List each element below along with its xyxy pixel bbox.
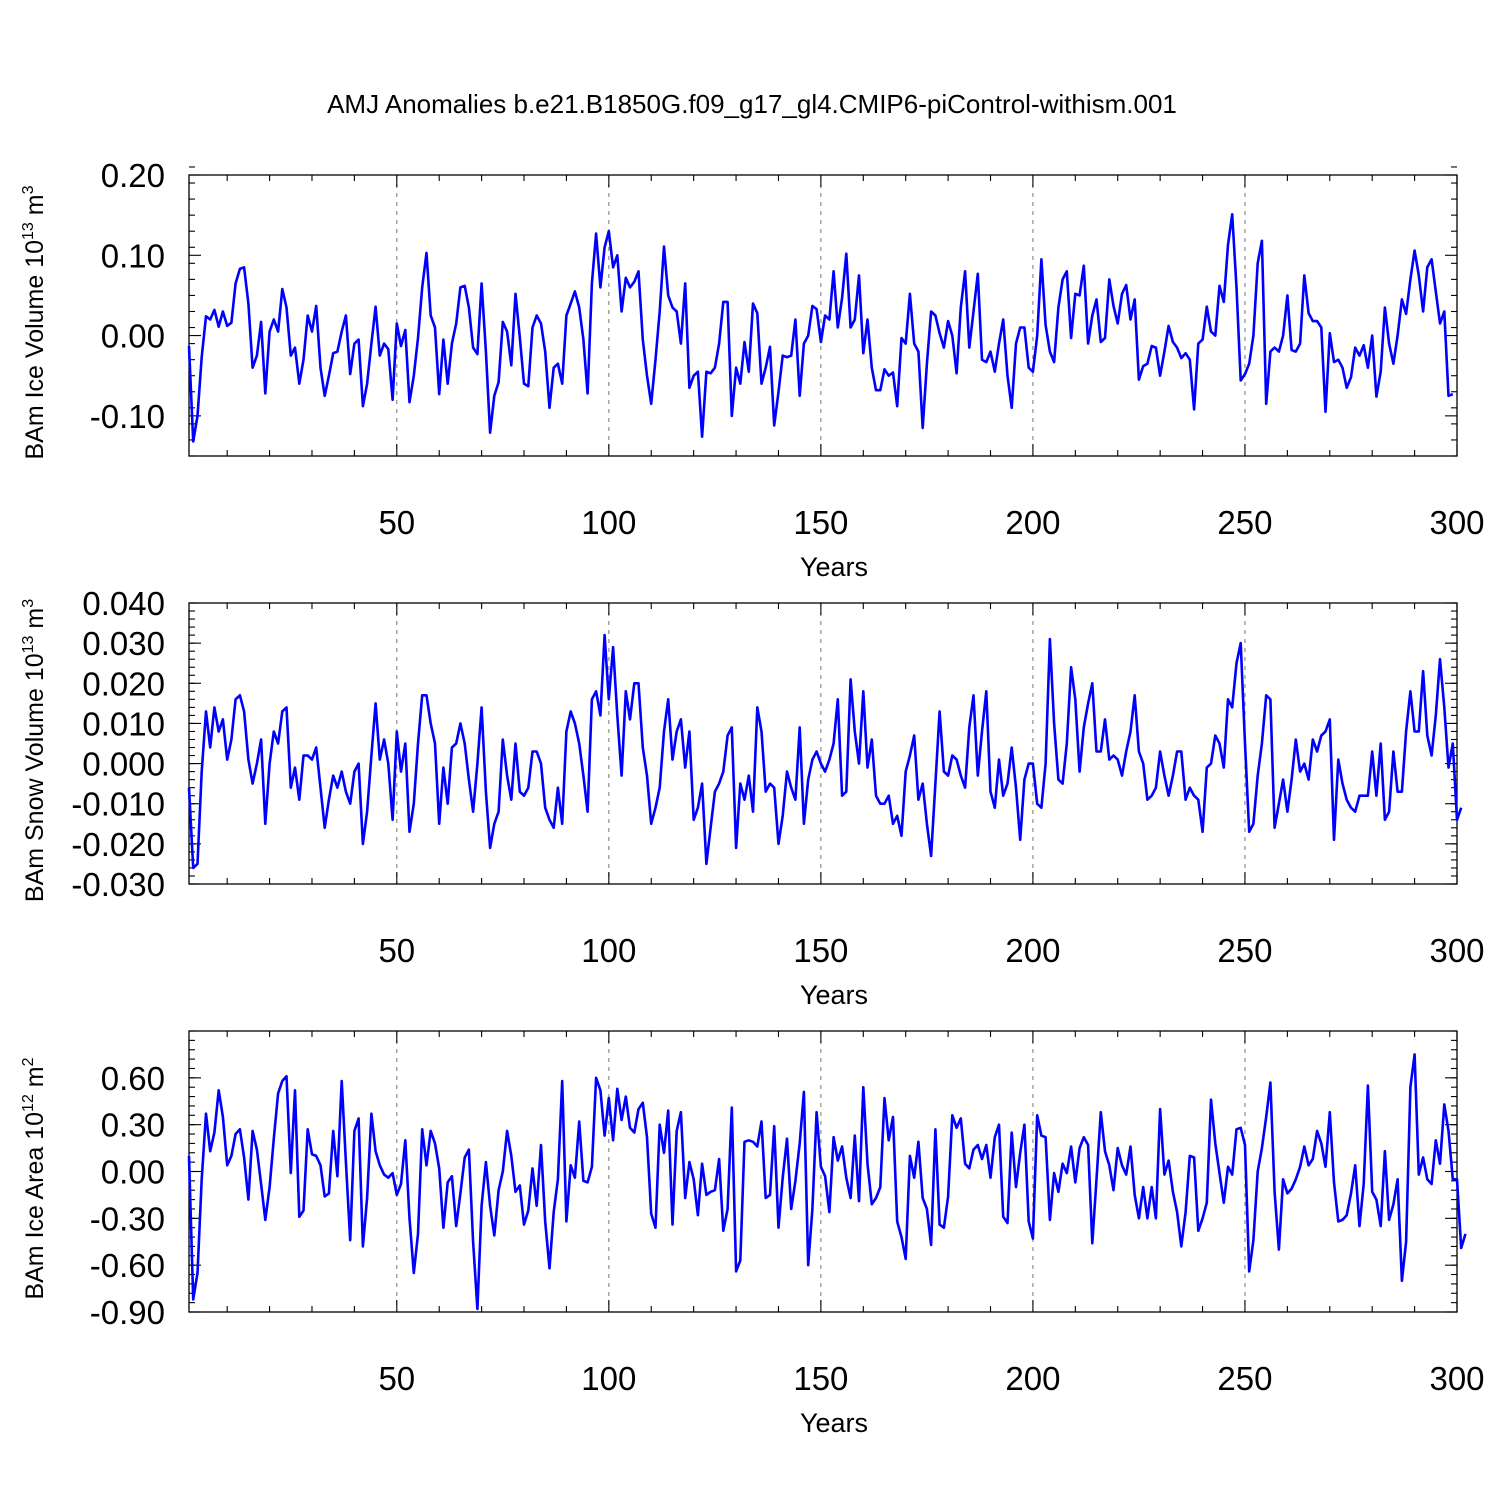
x-tick-label: 300 — [1429, 504, 1484, 541]
plot-frame — [188, 174, 1458, 457]
x-tick-label: 250 — [1217, 504, 1272, 541]
x-tick-label: 100 — [581, 504, 636, 541]
y-axis-title-unit-exponent: 3 — [20, 185, 37, 194]
x-tick-label: 150 — [793, 1360, 848, 1397]
y-tick-label: 0.000 — [82, 746, 165, 783]
y-tick-label: -0.90 — [90, 1294, 165, 1331]
x-axis-title: Years — [800, 552, 868, 582]
y-tick-label: 0.020 — [82, 665, 165, 702]
y-tick-label: -0.010 — [71, 786, 165, 823]
y-axis-title-unit-exponent: 2 — [20, 1057, 37, 1066]
x-tick-label: 100 — [581, 1360, 636, 1397]
figure-title: AMJ Anomalies b.e21.B1850G.f09_g17_gl4.C… — [327, 89, 1177, 119]
x-tick-label: 300 — [1429, 1360, 1484, 1397]
y-tick-label: 0.010 — [82, 705, 165, 742]
y-axis-title: BAm Ice Area 1012 m2 — [20, 1057, 49, 1299]
x-tick-label: 300 — [1429, 932, 1484, 969]
y-axis-title-main: BAm Ice Area 10 — [21, 1112, 49, 1300]
y-axis-title: BAm Snow Volume 1013 m3 — [20, 599, 49, 902]
y-tick-label: 0.10 — [101, 237, 165, 274]
y-tick-label: -0.10 — [90, 398, 165, 435]
x-tick-label: 100 — [581, 932, 636, 969]
y-tick-label: 0.00 — [101, 1154, 165, 1191]
y-tick-label: -0.30 — [90, 1200, 165, 1237]
x-tick-label: 150 — [793, 504, 848, 541]
x-tick-label: 50 — [378, 932, 415, 969]
y-tick-label: -0.030 — [71, 866, 165, 903]
series-line-1 — [187, 1053, 1467, 1311]
y-axis-title-exponent: 13 — [20, 222, 37, 240]
x-tick-label: 250 — [1217, 1360, 1272, 1397]
y-axis-title-main: BAm Ice Volume 10 — [21, 240, 49, 460]
plot-frame — [188, 602, 1458, 885]
y-axis-title-exponent: 13 — [20, 635, 37, 653]
y-tick-label: -0.60 — [90, 1247, 165, 1284]
x-axis-title: Years — [800, 1408, 868, 1438]
y-axis-title-unit: m — [21, 1066, 49, 1094]
x-tick-label: 50 — [378, 1360, 415, 1397]
y-tick-label: 0.30 — [101, 1107, 165, 1144]
y-tick-label: 0.00 — [101, 318, 165, 355]
x-tick-label: 150 — [793, 932, 848, 969]
series-line-1 — [187, 213, 1454, 443]
y-tick-label: 0.030 — [82, 625, 165, 662]
y-axis-title-unit: m — [21, 194, 49, 222]
x-tick-label: 200 — [1005, 1360, 1060, 1397]
series-line-1 — [187, 633, 1463, 870]
x-axis-title: Years — [800, 980, 868, 1010]
y-tick-label: 0.20 — [101, 157, 165, 194]
y-tick-label: 0.60 — [101, 1060, 165, 1097]
x-tick-label: 200 — [1005, 504, 1060, 541]
y-axis-title-main: BAm Snow Volume 10 — [21, 653, 49, 902]
y-tick-label: 0.040 — [82, 585, 165, 622]
panel-3: -0.90 -0.60 -0.30 0.00 0.30 0.60 50 100 150 200 25… — [20, 1030, 1485, 1438]
y-axis-title: BAm Ice Volume 1013 m3 — [20, 185, 49, 459]
y-tick-label: -0.020 — [71, 826, 165, 863]
y-axis-title-unit: m — [21, 608, 49, 636]
x-tick-label: 250 — [1217, 932, 1272, 969]
x-tick-label: 50 — [378, 504, 415, 541]
y-axis-title-unit-exponent: 3 — [20, 599, 37, 608]
panel-1: -0.10 0.00 0.10 0.20 50 100 150 200 250 300 Years B… — [20, 157, 1485, 582]
x-tick-label: 200 — [1005, 932, 1060, 969]
y-axis-title-exponent: 12 — [20, 1094, 37, 1112]
